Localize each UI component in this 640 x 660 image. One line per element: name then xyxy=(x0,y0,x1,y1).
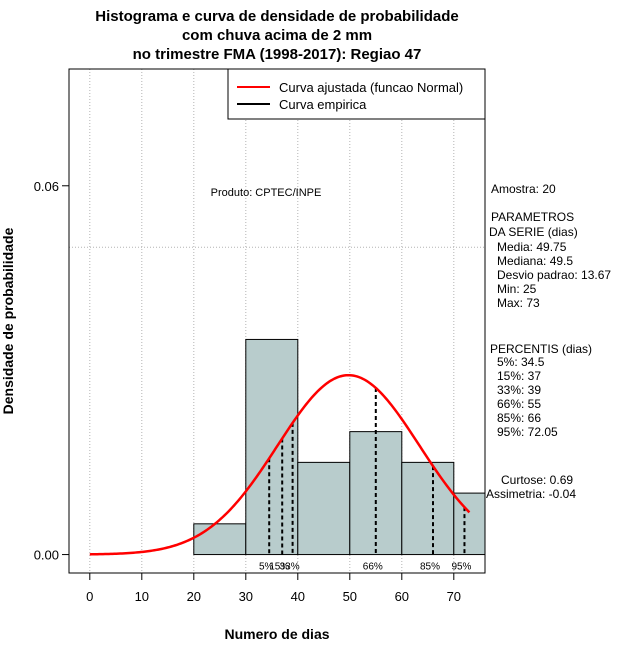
axes: 0 10 20 30 40 50 60 70 0.00 0.06 xyxy=(34,179,461,604)
stat-param: Max: 73 xyxy=(497,296,540,310)
stat-percentis-header: PERCENTIS (dias) xyxy=(490,342,592,356)
x-tick-label: 40 xyxy=(291,589,305,604)
histogram-bar xyxy=(297,461,351,556)
stat-skewness: Assimetria: -0.04 xyxy=(486,487,576,501)
x-tick-label: 10 xyxy=(135,589,149,604)
percentile-label: 85% xyxy=(420,562,440,573)
stat-param: Media: 49.75 xyxy=(497,240,567,254)
legend-label: Curva empirica xyxy=(279,97,367,112)
chart-title-line: no trimestre FMA (1998-2017): Regiao 47 xyxy=(133,46,422,63)
x-tick-label: 20 xyxy=(187,589,201,604)
normal-fit-curve xyxy=(89,373,471,556)
percentile-label: 15% xyxy=(269,562,289,573)
chart-title-line: com chuva acima de 2 mm xyxy=(182,27,372,44)
legend: Curva ajustada (funcao Normal) Curva empi… xyxy=(227,68,486,120)
legend-label: Curva ajustada (funcao Normal) xyxy=(279,80,463,95)
percentile-label: 95% xyxy=(451,562,471,573)
chart-title-line: Histograma e curva de densidade de proba… xyxy=(95,8,458,25)
stat-params-header: PARAMETROS xyxy=(491,210,574,224)
x-axis-title: Numero de dias xyxy=(224,626,329,642)
stat-params-header: DA SERIE (dias) xyxy=(489,225,578,239)
percentile-lines: 5%15%33% 66% 85% 95% xyxy=(259,387,472,573)
x-tick-label: 30 xyxy=(239,589,253,604)
stat-kurtosis: Curtose: 0.69 xyxy=(501,473,573,487)
x-tick-label: 50 xyxy=(343,589,357,604)
stat-param: Mediana: 49.5 xyxy=(497,254,573,268)
histogram-bar xyxy=(453,492,485,556)
stat-percentile: 15%: 37 xyxy=(497,369,541,383)
percentile-label: 5% xyxy=(259,562,274,573)
stat-percentile: 66%: 55 xyxy=(497,397,541,411)
histogram-bar xyxy=(245,338,299,556)
histogram-bars xyxy=(193,338,485,556)
y-axis-title: Densidade de probabilidade xyxy=(0,227,16,414)
histogram-bar xyxy=(193,523,247,556)
stat-percentile: 95%: 72.05 xyxy=(497,425,558,439)
y-tick-label: 0.00 xyxy=(34,548,59,563)
stat-percentile: 85%: 66 xyxy=(497,411,541,425)
product-annotation: Produto: CPTEC/INPE xyxy=(211,187,322,199)
stat-percentile: 5%: 34.5 xyxy=(497,355,545,369)
percentile-label: 33% xyxy=(280,562,300,573)
percentile-label: 66% xyxy=(363,562,383,573)
grid-lines xyxy=(69,69,485,573)
stat-param: Min: 25 xyxy=(497,282,537,296)
stat-param: Desvio padrao: 13.67 xyxy=(497,268,611,282)
stat-percentile: 33%: 39 xyxy=(497,383,541,397)
chart-text: Histograma e curva de densidade de proba… xyxy=(0,8,459,642)
legend-box xyxy=(227,68,486,120)
x-tick-label: 0 xyxy=(86,589,93,604)
y-tick-label: 0.06 xyxy=(34,179,59,194)
x-tick-label: 60 xyxy=(395,589,409,604)
x-tick-label: 70 xyxy=(447,589,461,604)
stat-sample: Amostra: 20 xyxy=(491,182,556,196)
histogram-bar xyxy=(401,461,455,556)
